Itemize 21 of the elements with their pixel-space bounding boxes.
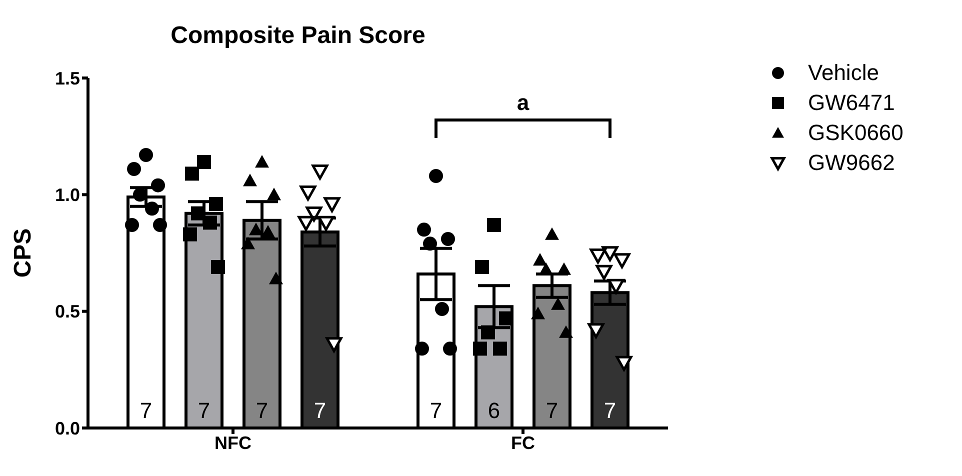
- chart-title: Composite Pain Score: [170, 22, 426, 50]
- legend-label: Vehicle: [808, 60, 879, 86]
- x-tick-label: FC: [511, 432, 535, 453]
- y-axis-title: CPS: [10, 228, 37, 278]
- annotation: 7: [430, 398, 442, 423]
- y-tick-label: 0.0: [54, 418, 80, 438]
- annotation: 7: [546, 398, 558, 423]
- legend-label: GSK0660: [808, 120, 904, 146]
- y-tick-label: 0.5: [54, 302, 80, 322]
- annotation: 7: [256, 398, 268, 423]
- legend-label: GW9662: [808, 150, 895, 176]
- annotation: 6: [488, 398, 500, 423]
- annotation: 7: [604, 398, 616, 423]
- annotation: 7: [140, 398, 152, 423]
- x-tick-label: NFC: [214, 432, 252, 453]
- legend-label: GW6471: [808, 90, 895, 116]
- annotation: a: [516, 90, 530, 115]
- y-tick-label: 1.5: [54, 68, 80, 88]
- annotation: 7: [198, 398, 210, 423]
- y-tick-label: 1.0: [54, 185, 80, 206]
- annotation: 7: [314, 398, 326, 423]
